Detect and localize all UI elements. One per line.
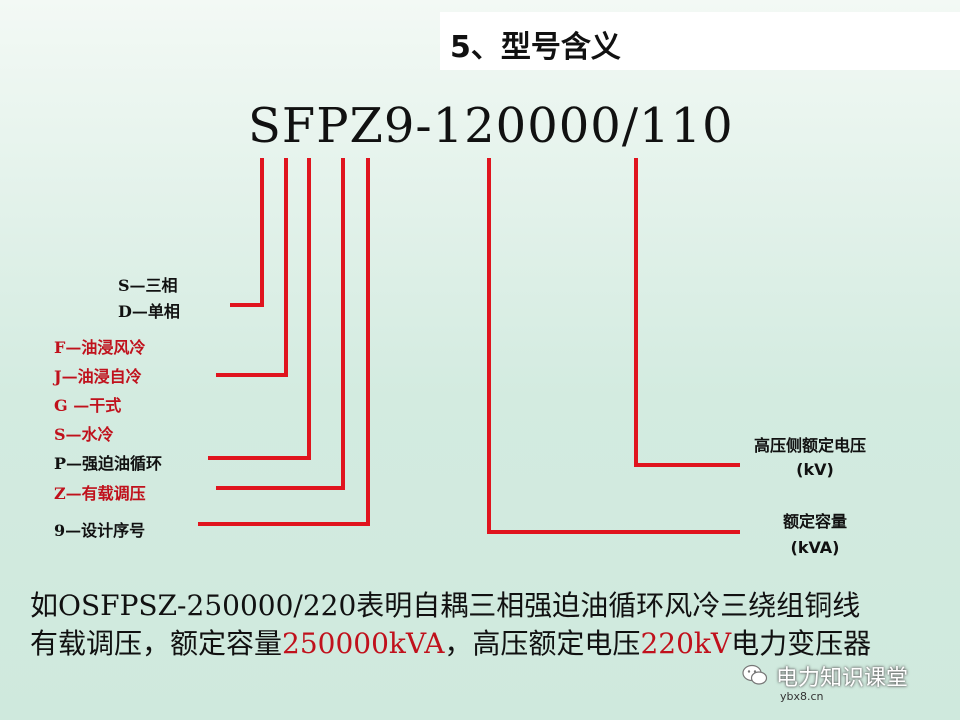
slide-title: 5、型号含义 bbox=[450, 30, 621, 65]
watermark-channel: 电力知识课堂 bbox=[776, 666, 909, 691]
label-z-onload-tap: Z—有载调压 bbox=[54, 484, 146, 503]
label-j-oil-natural: J—油浸自冷 bbox=[54, 367, 142, 386]
connector-capacity bbox=[487, 158, 740, 534]
model-code: SFPZ9-120000/110 bbox=[248, 98, 734, 154]
label-kva-unit: (kVA) bbox=[790, 538, 840, 557]
example-capacity-value: 250000kVA bbox=[282, 627, 445, 660]
example-line-2: 有载调压，额定容量250000kVA，高压额定电压220kV电力变压器 bbox=[30, 622, 871, 662]
connector-s bbox=[230, 158, 264, 307]
watermark-site: ybx8.cn bbox=[780, 690, 824, 703]
label-rated-capacity: 额定容量 bbox=[782, 512, 847, 531]
label-s-water: S—水冷 bbox=[54, 425, 114, 444]
connector-z bbox=[216, 158, 345, 490]
label-s-three-phase: S—三相 bbox=[118, 276, 178, 295]
wechat-icon bbox=[742, 664, 768, 685]
connector-f bbox=[216, 158, 288, 377]
label-kv-unit: (kV) bbox=[796, 460, 834, 479]
connector-voltage bbox=[634, 158, 740, 467]
label-f-oil-forced-air: F—油浸风冷 bbox=[54, 338, 146, 357]
label-9-design-number: 9—设计序号 bbox=[54, 521, 146, 540]
label-g-dry: G —干式 bbox=[54, 396, 122, 415]
connector-p bbox=[208, 158, 311, 460]
example-text-a: 有载调压，额定容量 bbox=[30, 627, 283, 660]
example-text-c: ，高压额定电压 bbox=[444, 627, 641, 660]
connector-9 bbox=[198, 158, 370, 526]
label-hv-rated-voltage: 高压侧额定电压 bbox=[753, 436, 866, 455]
example-voltage-value: 220kV bbox=[640, 627, 732, 660]
title-background bbox=[440, 12, 960, 70]
example-line-1: 如OSFPSZ-250000/220表明自耦三相强迫油循环风冷三绕组铜线 bbox=[30, 589, 861, 622]
example-text-e: 电力变压器 bbox=[731, 627, 872, 660]
label-d-single-phase: D—单相 bbox=[118, 302, 180, 321]
label-p-forced-oil: P—强迫油循环 bbox=[54, 454, 163, 473]
